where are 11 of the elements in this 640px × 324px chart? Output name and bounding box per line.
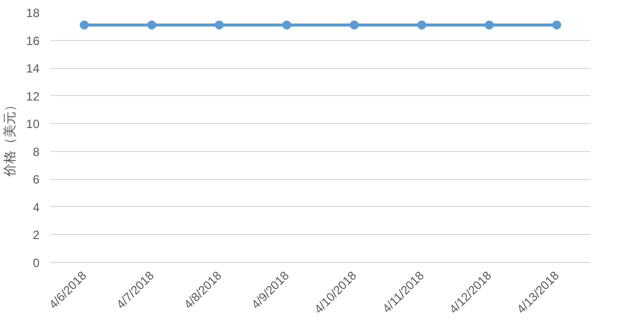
y-axis-title: 价格（美元）	[2, 98, 18, 178]
y-tick-label: 12	[26, 89, 40, 104]
y-tick-label: 10	[26, 117, 40, 132]
y-tick-label: 14	[26, 62, 40, 76]
y-tick-label: 4	[32, 200, 40, 214]
y-tick-label: 0	[32, 256, 40, 270]
y-tick-label: 16	[26, 34, 40, 48]
y-tick-label: 18	[26, 6, 40, 20]
y-tick-label: 8	[32, 144, 40, 159]
y-tick-label: 6	[32, 172, 40, 187]
y-tick-label: 2	[32, 228, 40, 242]
